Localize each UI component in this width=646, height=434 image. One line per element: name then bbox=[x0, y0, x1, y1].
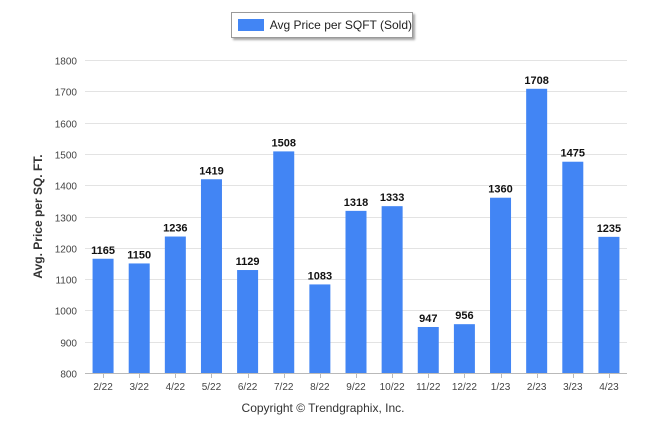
bar bbox=[164, 236, 186, 373]
x-tick-label: 9/22 bbox=[346, 382, 366, 393]
x-tick-label: 11/22 bbox=[416, 382, 441, 393]
x-tick-label: 7/22 bbox=[274, 382, 294, 393]
y-tick-label: 1300 bbox=[55, 214, 78, 225]
data-label: 1360 bbox=[488, 184, 512, 196]
y-tick-label: 900 bbox=[60, 339, 77, 350]
bar bbox=[381, 206, 403, 373]
bar bbox=[417, 326, 439, 373]
bar bbox=[273, 151, 295, 373]
bar bbox=[490, 197, 512, 373]
y-tick-label: 1100 bbox=[55, 276, 77, 287]
legend-label: Avg Price per SQFT (Sold) bbox=[269, 18, 412, 32]
bar bbox=[453, 324, 475, 373]
y-tick-label: 1000 bbox=[55, 307, 78, 318]
data-label: 1150 bbox=[127, 249, 151, 261]
bar bbox=[562, 161, 584, 373]
legend-swatch bbox=[238, 19, 264, 31]
data-label: 956 bbox=[455, 310, 473, 322]
x-tick-label: 2/22 bbox=[93, 382, 113, 393]
data-label: 1236 bbox=[163, 223, 187, 235]
y-tick-label: 1400 bbox=[55, 182, 78, 193]
data-label: 1419 bbox=[199, 165, 223, 177]
x-tick-label: 4/23 bbox=[599, 382, 619, 393]
copyright-footer: Copyright © Trendgraphix, Inc. bbox=[241, 401, 405, 415]
x-tick-label: 12/22 bbox=[452, 382, 477, 393]
data-label: 1083 bbox=[308, 270, 332, 282]
x-tick-label: 2/23 bbox=[527, 382, 547, 393]
bar bbox=[345, 210, 367, 373]
y-axis-title: Avg. Price per SQ. FT. bbox=[31, 154, 45, 278]
data-label: 1165 bbox=[91, 245, 115, 257]
data-label: 1708 bbox=[524, 75, 548, 87]
bar bbox=[237, 270, 259, 373]
x-tick-label: 6/22 bbox=[238, 382, 258, 393]
bar bbox=[200, 179, 222, 373]
y-tick-label: 1500 bbox=[55, 151, 78, 162]
bar bbox=[526, 88, 548, 374]
x-tick-label: 5/22 bbox=[202, 382, 222, 393]
data-label: 1129 bbox=[236, 256, 260, 268]
x-tick-label: 4/22 bbox=[166, 382, 186, 393]
bar bbox=[309, 284, 331, 373]
bar bbox=[598, 236, 620, 373]
data-label: 1333 bbox=[380, 192, 404, 204]
data-label: 1235 bbox=[597, 223, 621, 235]
y-tick-label: 1800 bbox=[55, 57, 78, 68]
data-label: 947 bbox=[419, 313, 437, 325]
x-tick-label: 3/23 bbox=[563, 382, 583, 393]
x-tick-label: 3/22 bbox=[129, 382, 149, 393]
y-tick-label: 1200 bbox=[55, 245, 78, 256]
x-tick-label: 1/23 bbox=[491, 382, 511, 393]
x-tick-label: 10/22 bbox=[380, 382, 405, 393]
data-label: 1475 bbox=[561, 148, 585, 160]
data-label: 1318 bbox=[344, 197, 368, 209]
bar bbox=[92, 258, 114, 373]
y-tick-label: 1700 bbox=[55, 88, 78, 99]
data-label: 1508 bbox=[271, 137, 295, 149]
bar bbox=[128, 263, 150, 373]
y-tick-label: 800 bbox=[60, 370, 77, 381]
x-tick-label: 8/22 bbox=[310, 382, 330, 393]
legend: Avg Price per SQFT (Sold) bbox=[231, 12, 413, 38]
y-tick-label: 1600 bbox=[55, 120, 78, 131]
